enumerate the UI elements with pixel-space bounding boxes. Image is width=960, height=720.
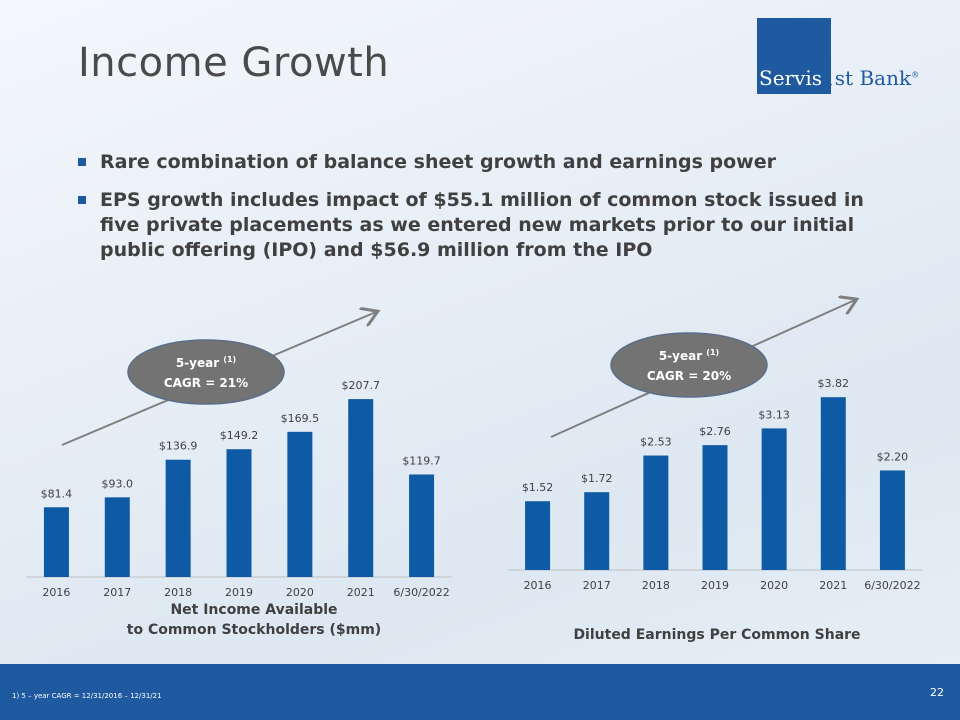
tick-label: 2019 (225, 586, 253, 599)
bullet-item: EPS growth includes impact of $55.1 mill… (78, 188, 908, 263)
data-label: $207.7 (341, 379, 380, 392)
bar (409, 474, 435, 577)
data-label: $1.52 (522, 481, 554, 494)
bar (584, 492, 610, 570)
footer-bar: 1) 5 – year CAGR = 12/31/2016 – 12/31/21… (0, 664, 960, 720)
bullet-square-icon (78, 158, 86, 166)
tick-label: 2019 (701, 579, 729, 592)
data-label: $81.4 (41, 487, 73, 500)
cagr-ellipse (127, 339, 285, 405)
tick-label: 2016 (524, 579, 552, 592)
page-title: Income Growth (78, 40, 390, 86)
tick-label: 2017 (103, 586, 131, 599)
data-label: $136.9 (159, 440, 198, 453)
bar (43, 507, 69, 577)
logo-text-part2: 1st Bank (822, 66, 912, 90)
data-label: $119.7 (402, 454, 441, 467)
data-label: $93.0 (102, 477, 134, 490)
eps-chart: $1.52 2016 $1.72 2017 $2.53 2018 $2.76 2019 $3.1… (508, 300, 922, 643)
bar (104, 497, 130, 577)
x-axis-title: Diluted Earnings Per Common Share (573, 627, 860, 643)
logo-text: Servis1st Bank® (759, 66, 919, 90)
x-axis-title: to Common Stockholders ($mm) (127, 622, 381, 638)
bullet-square-icon (78, 196, 86, 204)
bar (702, 445, 728, 570)
data-label: $2.53 (640, 436, 672, 449)
tick-label: 2018 (642, 579, 670, 592)
data-label: $2.76 (699, 425, 731, 438)
bar (348, 399, 374, 577)
bar (226, 449, 252, 577)
tick-label: 2020 (286, 586, 314, 599)
tick-label: 2018 (164, 586, 192, 599)
data-label: $2.20 (877, 450, 909, 463)
cagr-footnote-ref: (1) (706, 348, 719, 357)
bullet-text: EPS growth includes impact of $55.1 mill… (100, 189, 864, 261)
page-number: 22 (930, 686, 944, 699)
cagr-label-line2: CAGR = 20% (647, 369, 731, 383)
bar (879, 470, 905, 570)
cagr-label-line1: 5-year (1) (659, 348, 719, 363)
bullet-list: Rare combination of balance sheet growth… (78, 150, 908, 276)
tick-label: 2020 (760, 579, 788, 592)
x-axis-title: Net Income Available (170, 602, 337, 618)
data-label: $1.72 (581, 472, 613, 485)
logo-box (757, 18, 831, 94)
bar (761, 428, 787, 570)
tick-label: 6/30/2022 (864, 579, 920, 592)
charts-canvas: $81.42016$93.02017$136.92018$149.22019$1… (26, 0, 922, 643)
tick-label: 6/30/2022 (393, 586, 449, 599)
net-income-chart: $81.4 2016 $93.0 2017 $136.9 2018 $149.2 2019 $1… (26, 312, 452, 638)
cagr-label-line1: 5-year (1) (176, 355, 236, 370)
cagr-label-line2: CAGR = 21% (164, 376, 248, 390)
tick-label: 2021 (819, 579, 847, 592)
data-label: $169.5 (281, 412, 320, 425)
data-label: $149.2 (220, 429, 259, 442)
tick-label: 2017 (583, 579, 611, 592)
data-label: $3.13 (758, 408, 790, 421)
tick-label: 2016 (42, 586, 70, 599)
data-label: $3.82 (818, 377, 850, 390)
bullet-text: Rare combination of balance sheet growth… (100, 151, 776, 173)
cagr-label-text: 5-year (659, 349, 706, 363)
logo-registered: ® (911, 70, 920, 80)
cagr-footnote-ref: (1) (223, 355, 236, 364)
bullet-item: Rare combination of balance sheet growth… (78, 150, 908, 175)
bank-logo: Servis1st Bank® (757, 18, 942, 94)
footnote: 1) 5 – year CAGR = 12/31/2016 – 12/31/21 (12, 692, 162, 700)
logo-text-part1: Servis (759, 66, 823, 90)
bar (165, 459, 191, 577)
bar (643, 455, 669, 570)
cagr-label-text: 5-year (176, 356, 223, 370)
tick-label: 2021 (347, 586, 375, 599)
bar (287, 431, 313, 577)
bar (525, 501, 551, 570)
bar (820, 397, 846, 570)
cagr-ellipse (610, 332, 768, 398)
